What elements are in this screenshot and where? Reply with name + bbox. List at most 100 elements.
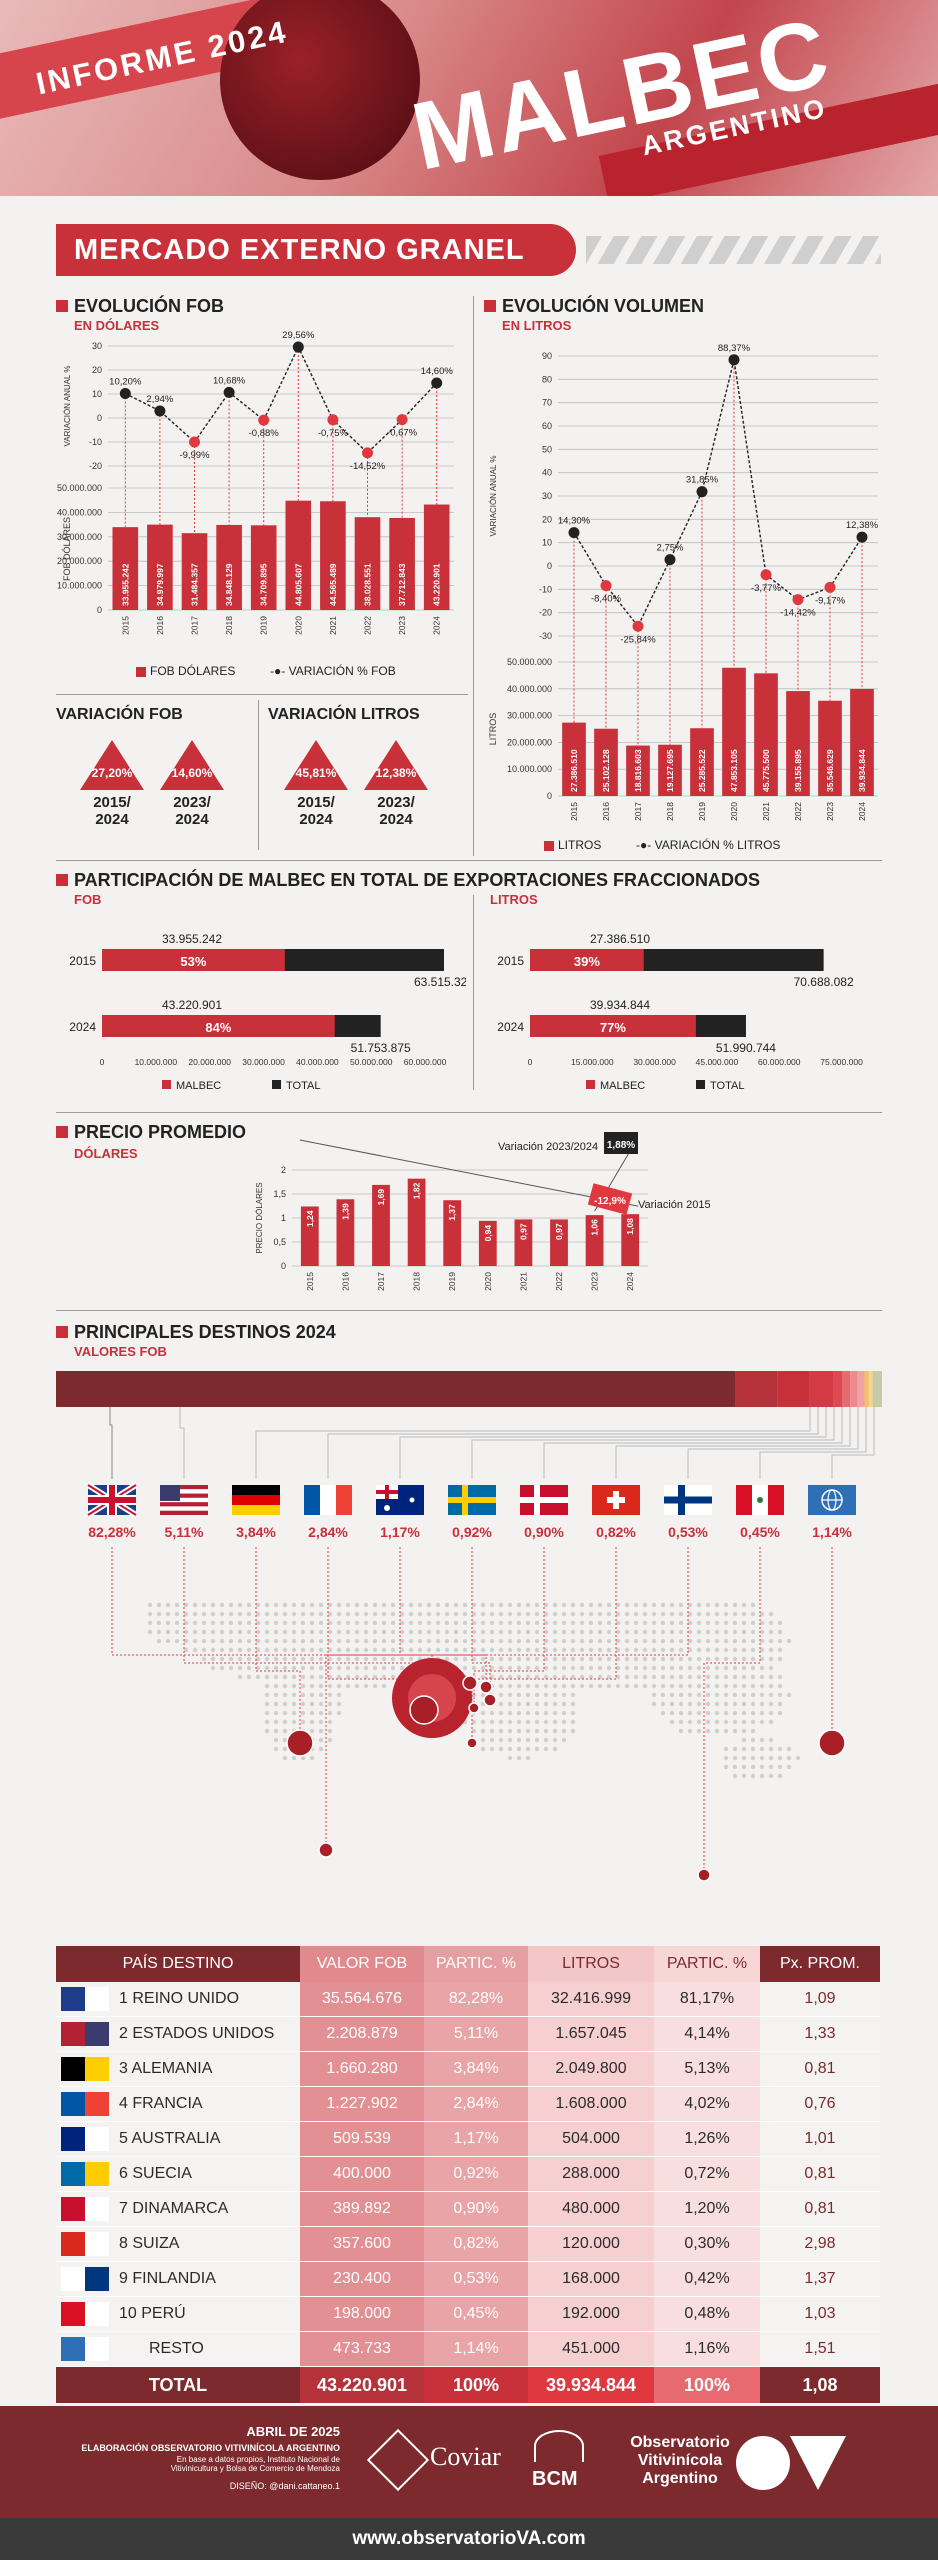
- map-dot: [273, 1602, 279, 1608]
- share-bar-segment: [56, 1371, 736, 1407]
- map-dot: [570, 1719, 576, 1725]
- var-series-line: [124, 345, 438, 454]
- map-dot: [597, 1611, 603, 1617]
- map-dot: [165, 1638, 171, 1644]
- country-cell: 9 FINLANDIA: [56, 2262, 300, 2297]
- map-dot: [624, 1683, 630, 1689]
- map-dot: [678, 1728, 684, 1734]
- map-dot: [777, 1629, 783, 1635]
- map-dot: [723, 1620, 729, 1626]
- map-dot: [768, 1665, 774, 1671]
- map-dot: [345, 1620, 351, 1626]
- map-dot: [498, 1602, 504, 1608]
- bar: [754, 673, 778, 796]
- map-dot: [264, 1620, 270, 1626]
- map-dot: [345, 1656, 351, 1662]
- map-dot: [372, 1629, 378, 1635]
- fob-cell: 1.660.280: [300, 2052, 424, 2087]
- bar-value-label: 45.775.500: [761, 749, 771, 792]
- total-value-label: 51.990.744: [716, 1041, 776, 1055]
- map-dot: [714, 1701, 720, 1707]
- var-point-label: 10,68%: [213, 375, 246, 386]
- map-dot: [300, 1656, 306, 1662]
- map-dot: [741, 1701, 747, 1707]
- map-dot: [570, 1647, 576, 1653]
- map-dot: [669, 1647, 675, 1653]
- flag-stripe: [304, 1485, 320, 1515]
- map-dot: [147, 1620, 153, 1626]
- bar-value-label: 0,97: [518, 1223, 528, 1240]
- map-dot: [201, 1656, 207, 1662]
- map-dot: [273, 1719, 279, 1725]
- var-tick-label: 60: [542, 421, 552, 431]
- map-dot: [381, 1638, 387, 1644]
- map-dot: [219, 1629, 225, 1635]
- var-box-0: 27,20% 2015/ 2024: [80, 740, 144, 828]
- map-dot: [759, 1710, 765, 1716]
- total-value-label: 70.688.082: [794, 975, 854, 989]
- litros-share-cell: 0,30%: [654, 2227, 760, 2262]
- map-dot: [291, 1701, 297, 1707]
- bar: [147, 524, 173, 610]
- map-dot: [543, 1647, 549, 1653]
- map-dot: [480, 1665, 486, 1671]
- footer-url[interactable]: www.observatorioVA.com: [0, 2518, 938, 2560]
- var-box-years: 2015/ 2024: [297, 794, 335, 828]
- map-dot: [399, 1611, 405, 1617]
- map-dot: [669, 1665, 675, 1671]
- country-cell: 7 DINAMARCA: [56, 2192, 300, 2227]
- bar: [514, 1219, 533, 1266]
- bar: [181, 533, 208, 610]
- map-dot: [741, 1710, 747, 1716]
- total-price: 1,08: [760, 2367, 880, 2404]
- map-dot: [282, 1746, 288, 1752]
- map-dot: [480, 1674, 486, 1680]
- bar: [621, 1214, 640, 1266]
- map-dot: [678, 1719, 684, 1725]
- map-dot: [183, 1629, 189, 1635]
- map-dot: [336, 1647, 342, 1653]
- map-dot: [552, 1719, 558, 1725]
- flag-stripe: [232, 1485, 280, 1495]
- map-dot: [327, 1647, 333, 1653]
- wine-glass-image: [220, 0, 420, 180]
- map-dot: [372, 1656, 378, 1662]
- map-dot: [741, 1620, 747, 1626]
- map-dot: [552, 1728, 558, 1734]
- country-name: 8 SUIZA: [119, 2235, 180, 2253]
- map-dot: [237, 1647, 243, 1653]
- map-dot: [246, 1602, 252, 1608]
- particip-fob-chart: 2015 53% 33.955.242 63.515.320 2024 84% 43.220…: [69, 932, 466, 1092]
- map-dot: [165, 1602, 171, 1608]
- map-dot: [597, 1656, 603, 1662]
- divider-var-mid: [258, 700, 259, 850]
- country-cell: 10 PERÚ: [56, 2297, 300, 2332]
- var-point-label: 88,37%: [718, 343, 751, 354]
- var-box-pct: 45,81%: [295, 766, 337, 780]
- map-dot: [579, 1620, 585, 1626]
- map-dot: [777, 1656, 783, 1662]
- map-dot: [318, 1683, 324, 1689]
- section-title: MERCADO EXTERNO GRANEL: [74, 234, 525, 266]
- usa-flag-icon: [160, 1485, 208, 1515]
- map-dot: [570, 1620, 576, 1626]
- map-dot: [525, 1665, 531, 1671]
- bar-value-label: 34.848.129: [224, 563, 234, 606]
- country-name: 4 FRANCIA: [119, 2095, 203, 2113]
- destination-marker: [409, 1695, 439, 1725]
- flag-pct-label: 1,17%: [380, 1524, 420, 1540]
- x-tick-label: 2023: [397, 616, 407, 635]
- map-dot: [480, 1737, 486, 1743]
- map-dot: [354, 1674, 360, 1680]
- map-dot: [687, 1728, 693, 1734]
- map-dot: [390, 1611, 396, 1617]
- footer-design: DISEÑO: @dani.cattaneo.1: [229, 2481, 340, 2491]
- map-dot: [426, 1602, 432, 1608]
- flag-stripe: [160, 1506, 208, 1511]
- bar-value-label: 1,82: [412, 1182, 422, 1199]
- table-row: 3 ALEMANIA 1.660.280 3,84% 2.049.800 5,13% 0,…: [56, 2052, 880, 2087]
- litros-share-cell: 0,48%: [654, 2297, 760, 2332]
- fob-cell: 389.892: [300, 2192, 424, 2227]
- map-dot: [723, 1701, 729, 1707]
- map-dot: [354, 1647, 360, 1653]
